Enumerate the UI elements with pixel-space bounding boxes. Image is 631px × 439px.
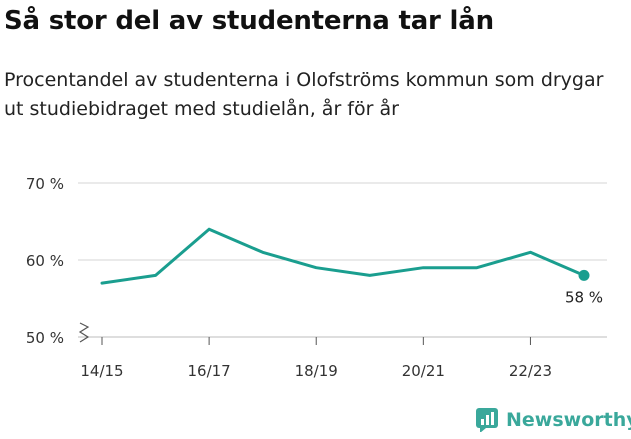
series-line xyxy=(100,227,586,285)
x-tick-label: 22/23 xyxy=(509,362,552,380)
y-tick-label: 60 % xyxy=(26,252,64,270)
series-layer: 58 % xyxy=(100,227,603,306)
x-axis: 14/15 16/17 18/19 20/21 22/23 xyxy=(78,322,552,380)
x-tick-label: 16/17 xyxy=(187,362,230,380)
last-point-marker xyxy=(578,269,590,281)
x-tick-label: 14/15 xyxy=(80,362,123,380)
y-tick-label: 70 % xyxy=(26,175,64,193)
x-tick-label: 18/19 xyxy=(295,362,338,380)
axis-break-icon xyxy=(78,322,90,343)
brand-name: Newsworthy xyxy=(506,409,631,431)
y-tick-label: 50 % xyxy=(26,329,64,347)
last-value-label: 58 % xyxy=(565,288,603,306)
newsworthy-icon xyxy=(476,408,498,432)
chart-title: Så stor del av studenterna tar lån xyxy=(4,6,494,36)
grid-layer: 50 % 60 % 70 % xyxy=(26,175,607,347)
x-tick-label: 20/21 xyxy=(402,362,445,380)
newsworthy-logo: Newsworthy xyxy=(476,408,631,432)
chart-subtitle: Procentandel av studenterna i Olofströms… xyxy=(4,69,604,120)
